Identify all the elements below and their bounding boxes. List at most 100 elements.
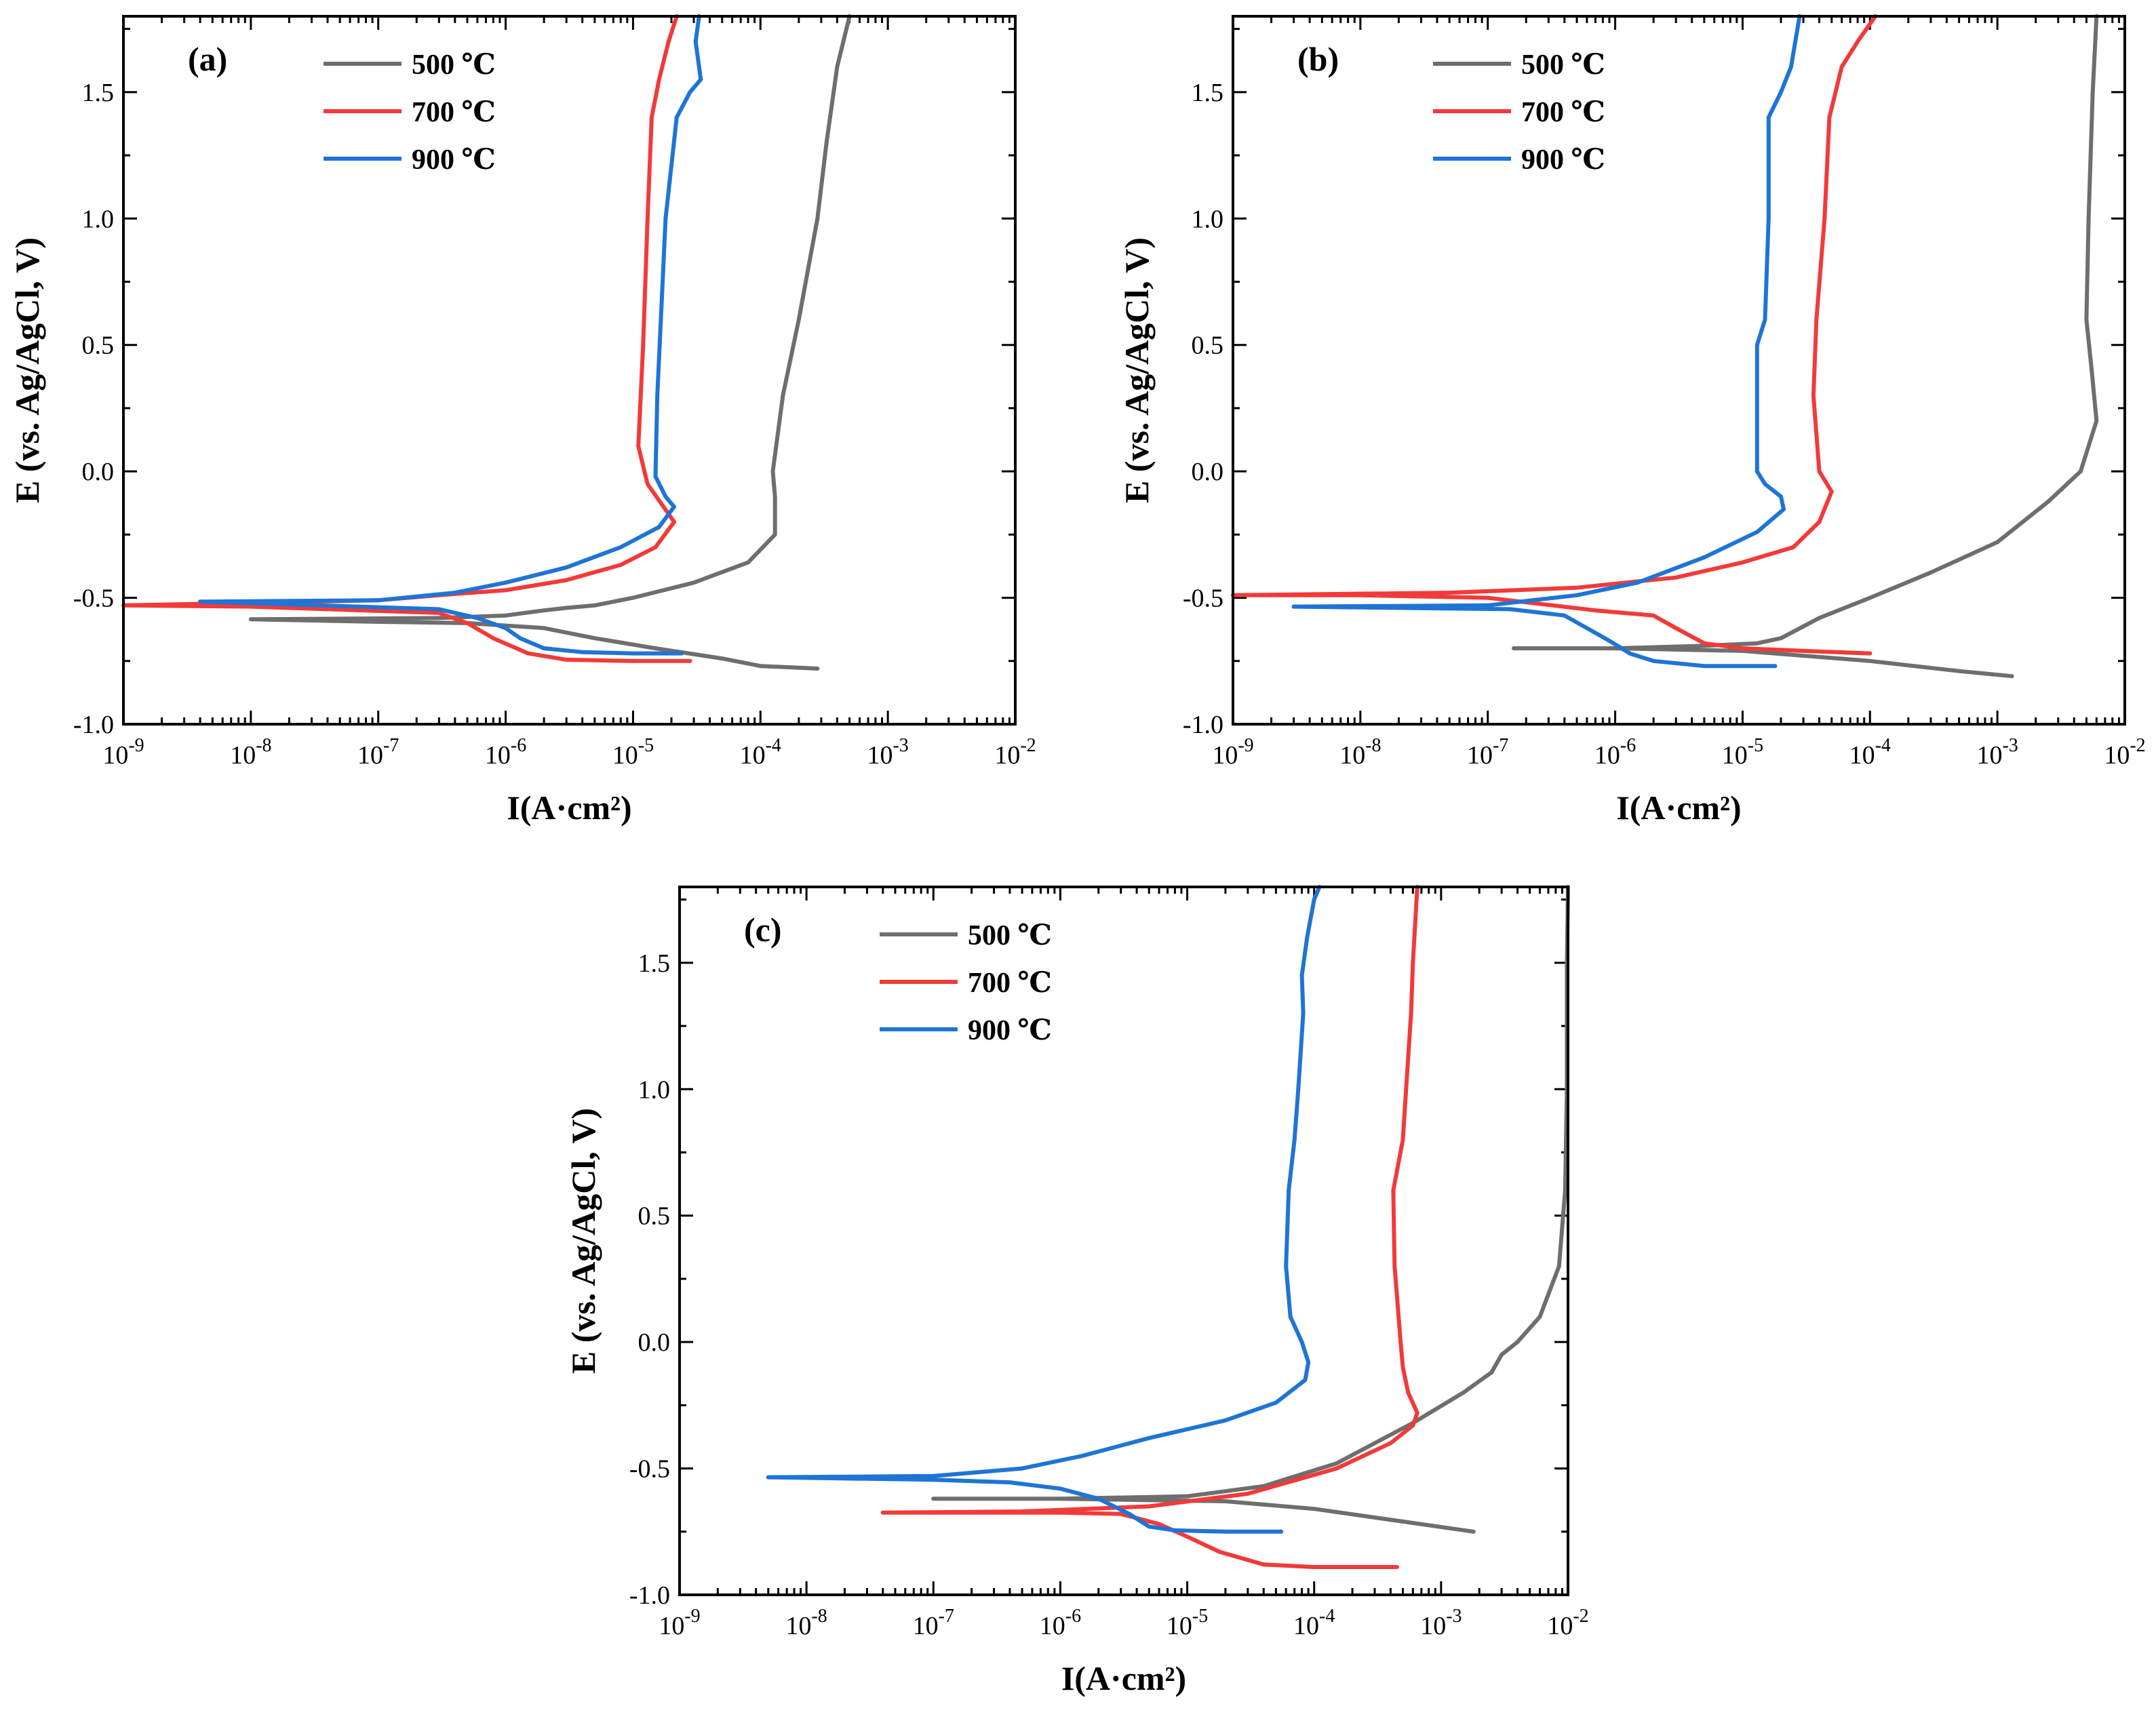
data-point (1096, 1497, 1101, 1501)
x-tick-label: 10-3 (1420, 1606, 1462, 1640)
data-point (1058, 1510, 1063, 1515)
data-point (1827, 115, 1832, 120)
x-tick-exponent: -6 (1065, 1606, 1081, 1627)
data-point (1185, 1494, 1190, 1499)
x-tick-exponent: -5 (638, 735, 654, 756)
data-point (1779, 636, 1783, 641)
data-point (656, 77, 661, 82)
x-tick-label: 10-3 (1976, 735, 2018, 770)
x-tick-label: 10-4 (1849, 735, 1891, 770)
x-tick-exponent: -8 (256, 735, 271, 756)
data-point (1223, 1418, 1228, 1423)
data-point (1839, 64, 1844, 69)
x-tick-exponent: -2 (2130, 735, 2145, 756)
data-point (1306, 1360, 1311, 1364)
data-point (1485, 595, 1490, 600)
y-tick-label: -1.0 (1183, 711, 1223, 739)
data-point (1312, 1507, 1316, 1511)
data-point (1223, 1499, 1228, 1503)
data-point (1755, 469, 1759, 474)
data-point (248, 617, 253, 622)
y-axis-label: E (vs. Ag/AgCl, V) (1118, 237, 1156, 503)
data-point (542, 646, 547, 651)
data-point (526, 651, 530, 656)
data-point (1299, 1340, 1304, 1345)
y-tick-label: -0.5 (1183, 585, 1223, 613)
x-tick-exponent: -3 (2002, 735, 2018, 756)
data-point (1301, 1011, 1306, 1016)
data-point (1584, 626, 1589, 631)
x-tick-base: 10 (1722, 741, 1748, 770)
data-point (931, 1497, 936, 1501)
x-tick-base: 10 (1167, 1612, 1192, 1640)
data-point (653, 545, 658, 549)
legend-label: 500 ℃ (412, 49, 496, 81)
data-point (1868, 595, 1873, 600)
y-tick-label: 0.0 (82, 458, 115, 486)
x-tick-base: 10 (1467, 741, 1493, 770)
x-axis-label: I(A·cm²) (1616, 789, 1741, 827)
data-point (1500, 1352, 1504, 1357)
x-axis-label: I(A·cm²) (507, 789, 631, 827)
panel-label: (c) (744, 911, 782, 949)
data-point (1406, 1390, 1411, 1395)
x-tick-exponent: -7 (939, 1606, 954, 1627)
data-point (580, 650, 585, 654)
legend-label: 900 ℃ (1521, 144, 1605, 176)
x-axis-label: I(A·cm²) (1061, 1659, 1186, 1697)
data-point (1817, 469, 1822, 474)
y-tick-label: -0.5 (73, 585, 114, 613)
y-tick-label: -1.0 (73, 711, 114, 739)
series-line-500 (1512, 14, 2099, 679)
data-point (674, 115, 679, 120)
x-tick-label: 10-2 (994, 735, 1036, 770)
data-point (619, 563, 623, 568)
y-tick-label: 0.0 (638, 1328, 671, 1357)
data-point (1856, 39, 1860, 44)
data-point (1020, 1509, 1025, 1513)
data-point (663, 494, 668, 499)
data-point (688, 90, 692, 94)
data-point (693, 39, 698, 44)
data-point (672, 519, 676, 524)
x-tick-base: 10 (659, 1612, 684, 1640)
data-point (564, 606, 569, 610)
series-line-700 (121, 14, 692, 663)
plot-frame (122, 15, 1017, 726)
x-tick-label: 10-8 (785, 1606, 827, 1640)
x-tick-label: 10-8 (230, 735, 271, 770)
data-point (503, 626, 508, 631)
x-tick-label: 10-3 (867, 735, 908, 770)
data-point (1782, 507, 1786, 512)
data-point (1400, 1365, 1405, 1370)
data-point (1512, 646, 1516, 651)
x-tick-base: 10 (612, 741, 638, 770)
y-tick-label: 1.0 (1192, 205, 1224, 233)
data-point (1147, 1435, 1152, 1440)
x-tick-exponent: -7 (383, 735, 399, 756)
data-point (824, 140, 829, 145)
y-tick-label: 0.0 (1192, 458, 1224, 486)
data-point (746, 560, 751, 565)
data-point (1674, 626, 1679, 631)
data-point (931, 1478, 936, 1482)
data-point (503, 580, 508, 585)
data-point (503, 588, 508, 593)
data-point (564, 578, 569, 582)
data-point (655, 393, 660, 398)
x-tick-base: 10 (913, 1612, 939, 1640)
legend-label: 500 ℃ (968, 920, 1052, 951)
x-tick-exponent: -5 (1748, 735, 1763, 756)
x-tick-base: 10 (357, 741, 383, 770)
x-tick-exponent: -8 (1365, 735, 1381, 756)
data-point (1766, 216, 1771, 221)
y-tick-label: 1.0 (638, 1075, 671, 1104)
data-point (1868, 658, 1873, 663)
data-point (631, 658, 635, 663)
data-point (663, 216, 668, 221)
data-point (1817, 616, 1822, 620)
data-point (1411, 960, 1415, 965)
data-point (1563, 1188, 1567, 1193)
data-point (2090, 368, 2094, 372)
